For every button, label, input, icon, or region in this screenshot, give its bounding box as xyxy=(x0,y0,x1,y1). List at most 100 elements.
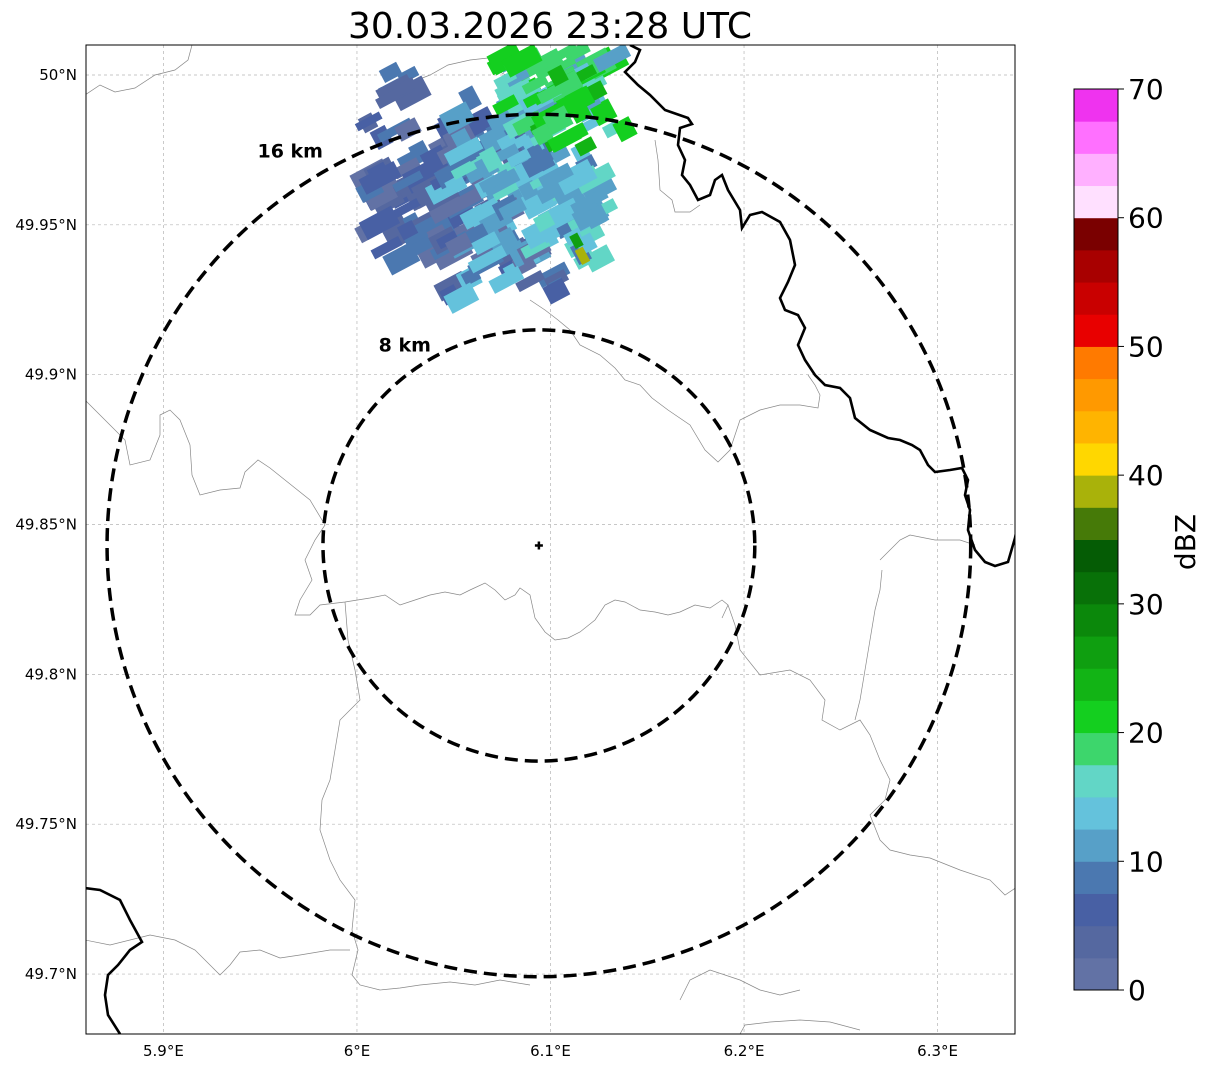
colorbar-segment xyxy=(1074,282,1118,315)
colorbar-segment xyxy=(1074,861,1118,894)
echo-cell xyxy=(498,197,527,221)
range-ring-label: 8 km xyxy=(379,334,431,356)
colorbar-tick-label: 10 xyxy=(1128,845,1164,878)
map-content: 8 km 16 km xyxy=(86,45,1015,1034)
echo-cell xyxy=(394,77,418,96)
echo-cell xyxy=(542,277,571,305)
echo-cell xyxy=(582,203,610,230)
echo-cell xyxy=(478,124,511,156)
colorbar-segment xyxy=(1074,700,1118,734)
echo-cell xyxy=(583,244,616,273)
echo-cell xyxy=(390,75,432,112)
echo-cell xyxy=(505,67,530,88)
echo-cell xyxy=(532,210,556,233)
colorbar-segment xyxy=(1074,957,1118,991)
colorbar-segment xyxy=(1074,764,1118,798)
colorbar-segment xyxy=(1074,732,1118,766)
echo-cell xyxy=(378,61,403,84)
map-frame xyxy=(85,44,1016,1035)
echo-cell xyxy=(450,160,475,181)
echo-cell xyxy=(471,231,501,256)
echo-cell xyxy=(443,136,484,166)
lat-tick-label: 49.85°N xyxy=(15,516,77,534)
colorbar-segment xyxy=(1074,410,1118,444)
echo-cell xyxy=(536,77,574,105)
colorbar-segment xyxy=(1074,539,1118,573)
echo-cell xyxy=(488,265,525,294)
range-rings: 8 km 16 km xyxy=(105,112,973,979)
echo-cell xyxy=(428,196,465,225)
echo-cell xyxy=(358,161,402,195)
colorbar-tick-label: 30 xyxy=(1128,588,1164,621)
colorbar-segment xyxy=(1074,153,1118,187)
echo-cell xyxy=(486,45,525,76)
lon-tick-label: 6.2°E xyxy=(724,1042,765,1060)
echo-cell xyxy=(501,45,543,78)
colorbar-segment xyxy=(1074,603,1118,637)
colorbar-segment xyxy=(1074,314,1118,347)
colorbar-tick-label: 50 xyxy=(1128,330,1164,363)
echo-cell xyxy=(478,168,512,193)
echo-cell xyxy=(591,189,609,205)
echo-cell xyxy=(531,123,554,146)
colorbar-segment xyxy=(1074,475,1118,508)
colorbar-segment xyxy=(1074,668,1118,701)
echo-cell xyxy=(550,144,571,164)
echo-cell xyxy=(569,232,584,250)
echo-cell xyxy=(394,117,422,142)
echo-cell xyxy=(548,45,579,65)
echo-cell xyxy=(358,205,401,241)
echo-cell xyxy=(547,122,589,153)
echo-cell xyxy=(396,219,419,241)
colorbar-segment xyxy=(1074,829,1118,862)
lat-tick-label: 49.8°N xyxy=(25,665,77,683)
echo-cell xyxy=(528,195,558,218)
echo-cell xyxy=(464,106,497,137)
colorbar-segment xyxy=(1074,442,1118,476)
colorbar-tick-label: 60 xyxy=(1128,202,1164,235)
radar-site-marker xyxy=(534,541,543,550)
lon-tick-label: 6°E xyxy=(344,1042,371,1060)
axis-tick-labels: 5.9°E 6°E 6.1°E 6.2°E 6.3°E 50°N 49.95°N 49.9°N… xyxy=(15,66,958,1060)
echo-cell xyxy=(521,74,549,95)
lon-tick-label: 5.9°E xyxy=(143,1042,184,1060)
colorbar-segment xyxy=(1074,893,1118,927)
colorbar-segment xyxy=(1074,217,1118,251)
echo-cell xyxy=(458,85,482,112)
echo-cell xyxy=(592,45,632,73)
colorbar-segment xyxy=(1074,121,1118,154)
echo-cell xyxy=(521,149,556,179)
echo-cell xyxy=(515,270,546,293)
colorbar-label: dBZ xyxy=(1169,514,1202,570)
echo-cell xyxy=(435,230,459,250)
colorbar-segment xyxy=(1074,89,1118,122)
colorbar-tick-label: 0 xyxy=(1128,974,1146,1007)
colorbar-segment xyxy=(1074,378,1118,412)
echo-cell xyxy=(467,244,508,274)
echo-cell xyxy=(492,94,519,116)
echo-cell xyxy=(547,64,569,87)
echo-cell xyxy=(478,146,504,173)
echo-cell xyxy=(438,101,476,135)
colorbar-segment xyxy=(1074,925,1118,959)
colorbar-segment xyxy=(1074,636,1118,669)
range-ring-label: 16 km xyxy=(257,140,323,162)
lat-tick-label: 49.7°N xyxy=(25,965,77,983)
map-title: 30.03.2026 23:28 UTC xyxy=(348,6,752,47)
lat-tick-label: 50°N xyxy=(39,66,77,84)
colorbar-tick-label: 40 xyxy=(1128,459,1164,492)
range-ring xyxy=(105,112,973,979)
echo-cell xyxy=(538,162,574,191)
colorbar-segment xyxy=(1074,507,1118,540)
echo-cell xyxy=(443,282,480,314)
echo-cell xyxy=(370,235,403,260)
colorbar-segment xyxy=(1074,185,1118,219)
lat-tick-label: 49.75°N xyxy=(15,815,77,833)
colorbar: 0 10 20 30 40 50 60 70 xyxy=(1073,73,1164,1007)
echo-cell xyxy=(574,136,598,157)
echo-cell xyxy=(444,174,468,196)
echo-cell xyxy=(363,181,399,211)
echo-cell xyxy=(392,170,424,193)
